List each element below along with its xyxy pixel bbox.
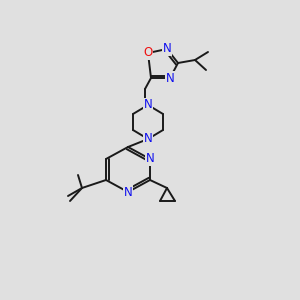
Text: N: N — [124, 185, 132, 199]
Text: N: N — [163, 43, 171, 56]
Text: N: N — [144, 133, 152, 146]
Text: N: N — [144, 98, 152, 112]
Text: O: O — [143, 46, 153, 59]
Text: N: N — [146, 152, 154, 166]
Text: N: N — [166, 71, 174, 85]
